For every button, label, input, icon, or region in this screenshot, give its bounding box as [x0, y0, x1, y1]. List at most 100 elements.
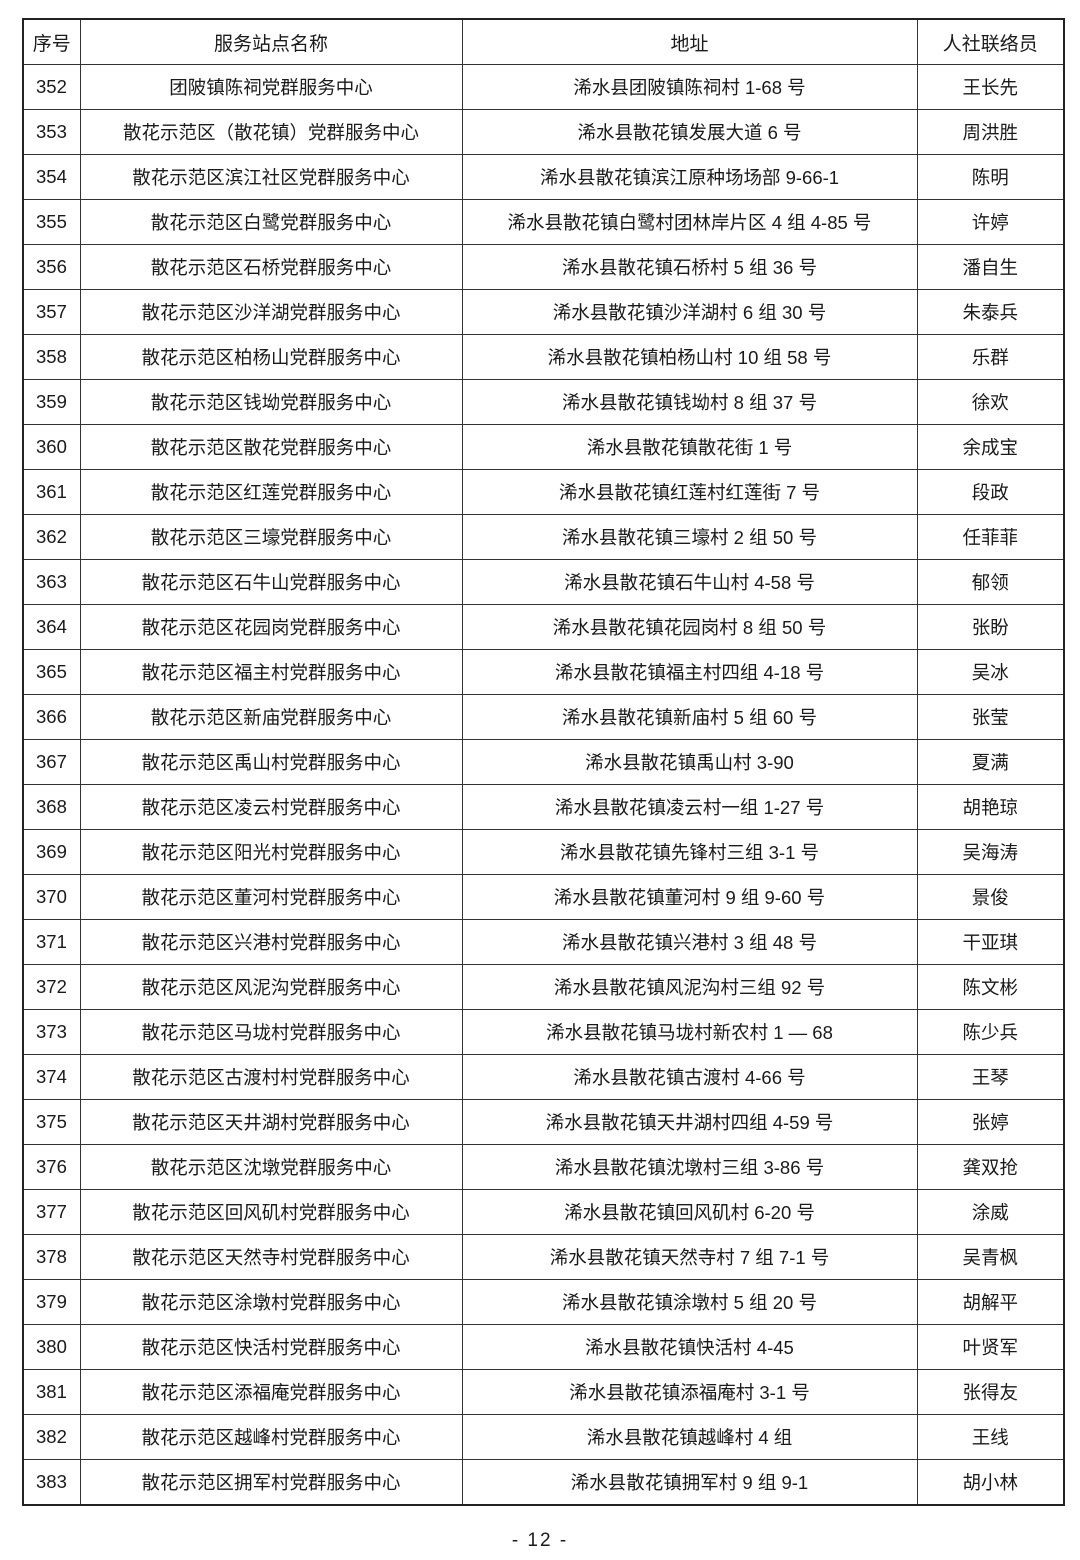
- cell-contact: 吴青枫: [916, 1234, 1065, 1280]
- table-row: 357 散花示范区沙洋湖党群服务中心 浠水县散花镇沙洋湖村 6 组 30 号朱泰兵: [22, 289, 1065, 335]
- cell-contact: 潘自生: [916, 244, 1065, 290]
- cell-station-name: 散花示范区添福庵党群服务中心: [79, 1369, 463, 1415]
- cell-contact: 胡小林: [916, 1459, 1065, 1506]
- cell-address: 浠水县散花镇滨江原种场场部 9-66-1: [461, 154, 918, 200]
- cell-station-name: 散花示范区古渡村村党群服务中心: [79, 1054, 463, 1100]
- cell-index: 362: [22, 514, 81, 560]
- cell-index: 383: [22, 1459, 81, 1506]
- cell-station-name: 团陂镇陈祠党群服务中心: [79, 64, 463, 110]
- cell-address: 浠水县散花镇沙洋湖村 6 组 30 号: [461, 289, 918, 335]
- cell-address: 浠水县散花镇红莲村红莲街 7 号: [461, 469, 918, 515]
- cell-index: 366: [22, 694, 81, 740]
- cell-contact: 夏满: [916, 739, 1065, 785]
- cell-address: 浠水县散花镇古渡村 4-66 号: [461, 1054, 918, 1100]
- table-row: 361 散花示范区红莲党群服务中心 浠水县散花镇红莲村红莲街 7 号段政: [22, 469, 1065, 515]
- table-row: 366 散花示范区新庙党群服务中心 浠水县散花镇新庙村 5 组 60 号张莹: [22, 694, 1065, 740]
- cell-index: 355: [22, 199, 81, 245]
- cell-index: 358: [22, 334, 81, 380]
- cell-address: 浠水县团陂镇陈祠村 1-68 号: [461, 64, 918, 110]
- cell-address: 浠水县散花镇白鹭村团林岸片区 4 组 4-85 号: [461, 199, 918, 245]
- table-row: 371 散花示范区兴港村党群服务中心 浠水县散花镇兴港村 3 组 48 号干亚琪: [22, 919, 1065, 965]
- cell-index: 353: [22, 109, 81, 155]
- cell-index: 373: [22, 1009, 81, 1055]
- table-row: 373 散花示范区马垅村党群服务中心 浠水县散花镇马垅村新农村 1 — 68 陈少兵: [22, 1009, 1065, 1055]
- table-row: 380 散花示范区快活村党群服务中心 浠水县散花镇快活村 4-45 叶贤军: [22, 1324, 1065, 1370]
- cell-address: 浠水县散花镇沈墩村三组 3-86 号: [461, 1144, 918, 1190]
- cell-address: 浠水县散花镇马垅村新农村 1 — 68: [461, 1009, 918, 1055]
- cell-station-name: 散花示范区红莲党群服务中心: [79, 469, 463, 515]
- cell-index: 377: [22, 1189, 81, 1235]
- header-station-name: 服务站点名称: [79, 18, 463, 65]
- cell-index: 368: [22, 784, 81, 830]
- table-row: 360 散花示范区散花党群服务中心 浠水县散花镇散花街 1 号余成宝: [22, 424, 1065, 470]
- table-row: 374 散花示范区古渡村村党群服务中心 浠水县散花镇古渡村 4-66 号王琴: [22, 1054, 1065, 1100]
- cell-station-name: 散花示范区滨江社区党群服务中心: [79, 154, 463, 200]
- table-row: 368 散花示范区凌云村党群服务中心 浠水县散花镇凌云村一组 1-27 号胡艳琼: [22, 784, 1065, 830]
- cell-contact: 张盼: [916, 604, 1065, 650]
- table-row: 383 散花示范区拥军村党群服务中心 浠水县散花镇拥军村 9 组 9-1 胡小林: [22, 1459, 1065, 1506]
- cell-station-name: 散花示范区凌云村党群服务中心: [79, 784, 463, 830]
- cell-contact: 陈明: [916, 154, 1065, 200]
- cell-address: 浠水县散花镇花园岗村 8 组 50 号: [461, 604, 918, 650]
- cell-index: 372: [22, 964, 81, 1010]
- cell-index: 370: [22, 874, 81, 920]
- cell-contact: 陈文彬: [916, 964, 1065, 1010]
- cell-station-name: 散花示范区马垅村党群服务中心: [79, 1009, 463, 1055]
- cell-address: 浠水县散花镇快活村 4-45: [461, 1324, 918, 1370]
- cell-contact: 张得友: [916, 1369, 1065, 1415]
- table-row: 372 散花示范区风泥沟党群服务中心 浠水县散花镇风泥沟村三组 92 号陈文彬: [22, 964, 1065, 1010]
- table-row: 370 散花示范区董河村党群服务中心 浠水县散花镇董河村 9 组 9-60 号景俊: [22, 874, 1065, 920]
- cell-station-name: 散花示范区散花党群服务中心: [79, 424, 463, 470]
- table-row: 377 散花示范区回风矶村党群服务中心 浠水县散花镇回风矶村 6-20 号涂威: [22, 1189, 1065, 1235]
- cell-contact: 徐欢: [916, 379, 1065, 425]
- cell-address: 浠水县散花镇禹山村 3-90: [461, 739, 918, 785]
- cell-index: 365: [22, 649, 81, 695]
- table-row: 365 散花示范区福主村党群服务中心 浠水县散花镇福主村四组 4-18 号吴冰: [22, 649, 1065, 695]
- cell-station-name: 散花示范区花园岗党群服务中心: [79, 604, 463, 650]
- cell-contact: 涂威: [916, 1189, 1065, 1235]
- page-number: - 12 -: [511, 1530, 569, 1551]
- table-row: 359 散花示范区钱坳党群服务中心 浠水县散花镇钱坳村 8 组 37 号徐欢: [22, 379, 1065, 425]
- cell-address: 浠水县散花镇凌云村一组 1-27 号: [461, 784, 918, 830]
- cell-address: 浠水县散花镇拥军村 9 组 9-1: [461, 1459, 918, 1506]
- cell-index: 381: [22, 1369, 81, 1415]
- cell-address: 浠水县散花镇新庙村 5 组 60 号: [461, 694, 918, 740]
- cell-contact: 陈少兵: [916, 1009, 1065, 1055]
- cell-index: 382: [22, 1414, 81, 1460]
- cell-station-name: 散花示范区钱坳党群服务中心: [79, 379, 463, 425]
- cell-address: 浠水县散花镇涂墩村 5 组 20 号: [461, 1279, 918, 1325]
- cell-station-name: 散花示范区涂墩村党群服务中心: [79, 1279, 463, 1325]
- table-row: 364 散花示范区花园岗党群服务中心 浠水县散花镇花园岗村 8 组 50 号张盼: [22, 604, 1065, 650]
- cell-station-name: 散花示范区天井湖村党群服务中心: [79, 1099, 463, 1145]
- cell-index: 371: [22, 919, 81, 965]
- cell-index: 367: [22, 739, 81, 785]
- cell-address: 浠水县散花镇天井湖村四组 4-59 号: [461, 1099, 918, 1145]
- cell-index: 359: [22, 379, 81, 425]
- cell-address: 浠水县散花镇散花街 1 号: [461, 424, 918, 470]
- table-row: 375 散花示范区天井湖村党群服务中心 浠水县散花镇天井湖村四组 4-59 号张婷: [22, 1099, 1065, 1145]
- cell-station-name: 散花示范区（散花镇）党群服务中心: [79, 109, 463, 155]
- cell-contact: 龚双抢: [916, 1144, 1065, 1190]
- table-row: 352 团陂镇陈祠党群服务中心 浠水县团陂镇陈祠村 1-68 号王长先: [22, 64, 1065, 110]
- cell-station-name: 散花示范区柏杨山党群服务中心: [79, 334, 463, 380]
- cell-index: 380: [22, 1324, 81, 1370]
- cell-contact: 干亚琪: [916, 919, 1065, 965]
- cell-contact: 朱泰兵: [916, 289, 1065, 335]
- cell-address: 浠水县散花镇福主村四组 4-18 号: [461, 649, 918, 695]
- table-row: 367 散花示范区禹山村党群服务中心 浠水县散花镇禹山村 3-90 夏满: [22, 739, 1065, 785]
- cell-index: 360: [22, 424, 81, 470]
- table-row: 379 散花示范区涂墩村党群服务中心 浠水县散花镇涂墩村 5 组 20 号胡解平: [22, 1279, 1065, 1325]
- cell-address: 浠水县散花镇发展大道 6 号: [461, 109, 918, 155]
- cell-station-name: 散花示范区阳光村党群服务中心: [79, 829, 463, 875]
- cell-station-name: 散花示范区天然寺村党群服务中心: [79, 1234, 463, 1280]
- table-row: 363 散花示范区石牛山党群服务中心 浠水县散花镇石牛山村 4-58 号郁领: [22, 559, 1065, 605]
- cell-address: 浠水县散花镇兴港村 3 组 48 号: [461, 919, 918, 965]
- cell-index: 369: [22, 829, 81, 875]
- table-row: 378 散花示范区天然寺村党群服务中心 浠水县散花镇天然寺村 7 组 7-1 号吴青…: [22, 1234, 1065, 1280]
- cell-index: 376: [22, 1144, 81, 1190]
- cell-contact: 吴海涛: [916, 829, 1065, 875]
- cell-contact: 乐群: [916, 334, 1065, 380]
- cell-address: 浠水县散花镇石桥村 5 组 36 号: [461, 244, 918, 290]
- table-row: 369 散花示范区阳光村党群服务中心 浠水县散花镇先锋村三组 3-1 号吴海涛: [22, 829, 1065, 875]
- cell-address: 浠水县散花镇钱坳村 8 组 37 号: [461, 379, 918, 425]
